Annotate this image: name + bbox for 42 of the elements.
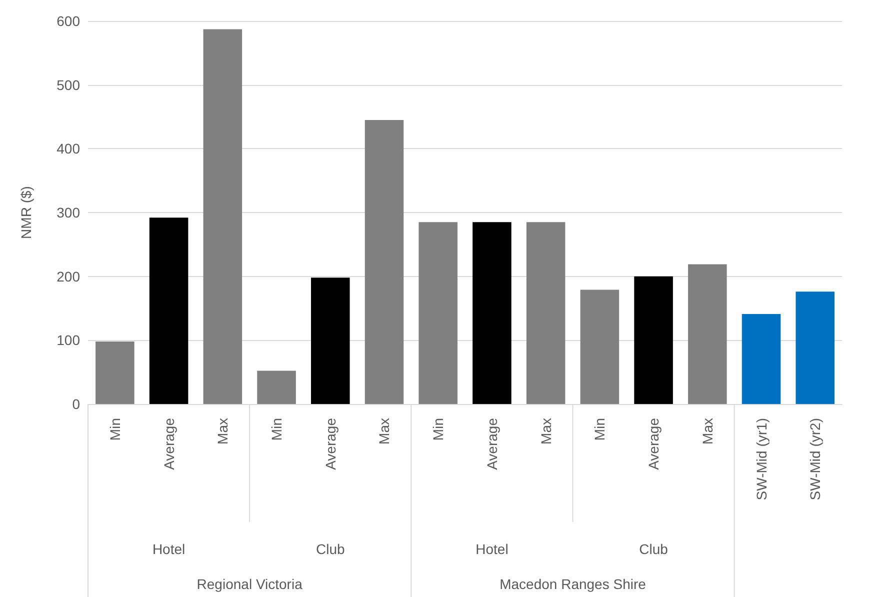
x-tick-label: Average [160, 418, 177, 470]
x-tick-label: Max [214, 418, 231, 444]
bar [526, 222, 566, 404]
y-tick-label: 600 [56, 13, 80, 29]
text: Club [639, 541, 668, 557]
text: Regional Victoria [196, 576, 303, 592]
bar [634, 276, 673, 404]
y-tick-label: 300 [56, 204, 80, 220]
bar [796, 292, 835, 404]
bar [418, 222, 458, 404]
bar [257, 370, 296, 404]
bar [203, 29, 242, 404]
bar [472, 222, 512, 404]
x-tick-label: Min [592, 418, 608, 441]
text: Club [316, 541, 345, 557]
y-axis-title: NMR ($) [18, 186, 34, 239]
text: Hotel [152, 541, 186, 557]
x-tick-label: Average [322, 418, 338, 470]
y-tick-label: 0 [72, 396, 80, 412]
x-tick-label: Min [430, 418, 446, 441]
bar [364, 120, 404, 404]
x-tick-label: Max [699, 418, 716, 444]
x-tick-label: Max [538, 418, 554, 444]
y-tick-label: 500 [56, 76, 80, 93]
bar [96, 341, 134, 404]
x-tick-label: Average [484, 418, 500, 470]
y-tick-label: 400 [56, 140, 80, 157]
bar [310, 278, 350, 404]
x-tick-label: SW-Mid (yr2) [807, 418, 824, 500]
bar [688, 264, 727, 404]
bar [742, 314, 781, 404]
x-tick-label: Max [376, 418, 392, 444]
y-tick-label: 100 [56, 332, 80, 348]
x-tick-label: SW-Mid (yr1) [753, 418, 770, 500]
y-tick-label: 200 [56, 268, 80, 284]
x-tick-label: Min [106, 418, 123, 441]
bar [580, 290, 620, 404]
x-tick-label: Min [268, 418, 285, 441]
bar [149, 218, 188, 404]
text: Hotel [476, 541, 508, 557]
x-tick-label: Average [646, 418, 662, 470]
text: Macedon Ranges Shire [500, 576, 646, 592]
